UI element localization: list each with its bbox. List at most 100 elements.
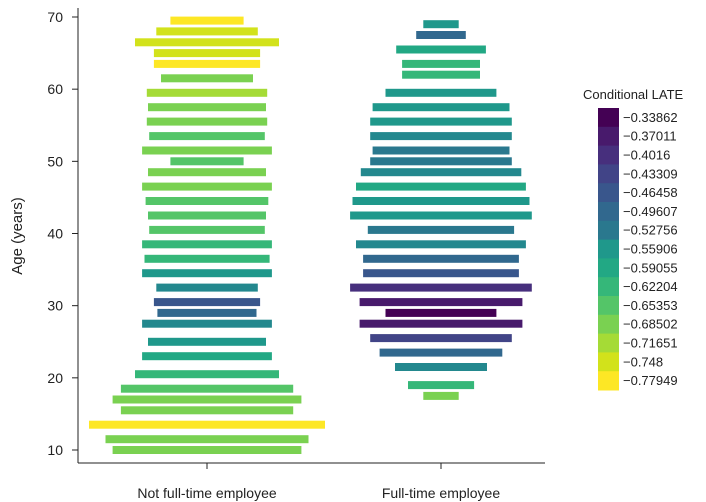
bar-full-time-15 [356, 182, 526, 191]
bar-not-full-time-3 [120, 406, 294, 415]
bar-full-time-26 [416, 31, 466, 39]
bar-full-time-11 [356, 240, 526, 249]
bar-full-time-22 [385, 88, 497, 97]
y-tick-label-30: 30 [47, 298, 63, 314]
bar-not-full-time-21 [170, 157, 244, 166]
legend-label-10: −0.65353 [623, 298, 678, 313]
bar-not-full-time-5 [120, 384, 294, 393]
legend-label-0: −0.33862 [623, 110, 678, 125]
legend-title: Conditional LATE [583, 87, 684, 102]
bar-full-time-5 [359, 319, 523, 328]
bar-full-time-0 [423, 391, 459, 400]
bar-not-full-time-29 [153, 49, 261, 58]
legend-swatch-6 [598, 220, 619, 241]
legend-swatch-4 [598, 183, 619, 203]
bar-full-time-14 [352, 197, 530, 205]
bar-not-full-time-7 [142, 352, 272, 361]
x-tick-label-not-full-time: Not full-time employee [137, 485, 276, 501]
y-axis-title: Age (years) [9, 197, 26, 275]
legend-swatch-11 [598, 314, 619, 335]
legend-label-6: −0.52756 [623, 223, 678, 238]
bar-full-time-24 [402, 59, 480, 68]
legend-swatch-10 [598, 296, 619, 316]
bar-full-time-23 [402, 70, 480, 79]
legend-label-9: −0.62204 [623, 279, 678, 294]
bar-not-full-time-30 [135, 38, 279, 47]
legend-label-7: −0.55906 [623, 242, 678, 257]
bar-not-full-time-22 [142, 146, 272, 155]
bar-not-full-time-1 [105, 435, 309, 444]
bar-not-full-time-18 [145, 197, 269, 205]
bar-full-time-4 [370, 334, 512, 343]
bar-not-full-time-8 [148, 337, 266, 346]
x-tick-label-full-time: Full-time employee [382, 485, 500, 501]
bar-full-time-12 [367, 225, 515, 234]
y-tick-label-50: 50 [47, 153, 63, 169]
axes: 10 20 30 40 50 60 70 Not full-time employee Full… [47, 8, 545, 501]
bar-full-time-27 [423, 20, 459, 29]
legend-label-11: −0.68502 [623, 317, 678, 332]
bar-full-time-25 [396, 45, 486, 54]
bar-full-time-9 [363, 269, 519, 278]
bar-not-full-time-12 [156, 283, 258, 292]
y-tick-label-40: 40 [47, 226, 63, 242]
legend-swatch-8 [598, 258, 619, 278]
legend-swatch-1 [598, 126, 619, 147]
legend-label-3: −0.43309 [623, 166, 678, 181]
bar-full-time-20 [370, 117, 512, 126]
legend-swatch-3 [598, 164, 619, 184]
bar-not-full-time-23 [149, 132, 265, 141]
legend-label-8: −0.59055 [623, 260, 678, 275]
bar-full-time-19 [370, 132, 512, 141]
legend-swatch-2 [598, 145, 619, 165]
y-tick-label-60: 60 [47, 81, 63, 97]
bar-full-time-16 [360, 168, 522, 177]
bar-not-full-time-11 [153, 298, 261, 307]
bar-full-time-7 [359, 298, 523, 307]
bar-full-time-18 [372, 146, 510, 155]
bar-not-full-time-15 [142, 240, 272, 249]
colorbar-legend: Conditional LATE −0.33862 −0.37011 −0.4016… [583, 87, 684, 391]
legend-swatch-12 [598, 333, 619, 353]
legend-swatch-0 [598, 108, 619, 128]
legend-label-1: −0.37011 [623, 129, 677, 144]
bar-full-time-8 [350, 283, 532, 292]
bar-not-full-time-17 [148, 211, 266, 220]
bar-full-time-6 [385, 308, 497, 317]
bar-full-time-2 [395, 363, 487, 371]
bar-not-full-time-20 [148, 168, 266, 177]
bar-not-full-time-27 [161, 74, 253, 83]
legend-swatch-9 [598, 277, 619, 297]
legend-label-13: −0.748 [623, 354, 663, 369]
bar-not-full-time-19 [142, 182, 272, 191]
bar-full-time-3 [379, 348, 503, 357]
bar-not-full-time-4 [112, 395, 302, 404]
legend-label-14: −0.77949 [623, 373, 678, 388]
bar-not-full-time-2 [89, 420, 325, 429]
bar-not-full-time-6 [135, 370, 279, 379]
bar-full-time-17 [370, 157, 512, 166]
legend-label-12: −0.71651 [623, 336, 678, 351]
legend-swatch-5 [598, 202, 619, 222]
legend-label-4: −0.46458 [623, 185, 678, 200]
bar-not-full-time-24 [146, 117, 268, 126]
legend-swatch-14 [598, 371, 619, 391]
legend-swatch-13 [598, 352, 619, 372]
plot-area [89, 16, 532, 454]
bar-not-full-time-28 [153, 59, 261, 68]
bar-not-full-time-9 [142, 319, 272, 328]
legend-swatch-7 [598, 239, 619, 259]
bar-not-full-time-32 [170, 16, 244, 25]
y-tick-label-70: 70 [47, 9, 63, 25]
bar-full-time-10 [363, 254, 519, 263]
bar-full-time-21 [372, 103, 510, 112]
y-tick-label-20: 20 [47, 370, 63, 386]
y-tick-label-10: 10 [47, 442, 63, 458]
bar-not-full-time-31 [156, 27, 258, 36]
bar-not-full-time-0 [112, 446, 302, 454]
bar-full-time-1 [408, 381, 475, 390]
bar-not-full-time-13 [142, 269, 272, 278]
bar-full-time-13 [350, 211, 532, 220]
bar-not-full-time-26 [146, 88, 268, 97]
